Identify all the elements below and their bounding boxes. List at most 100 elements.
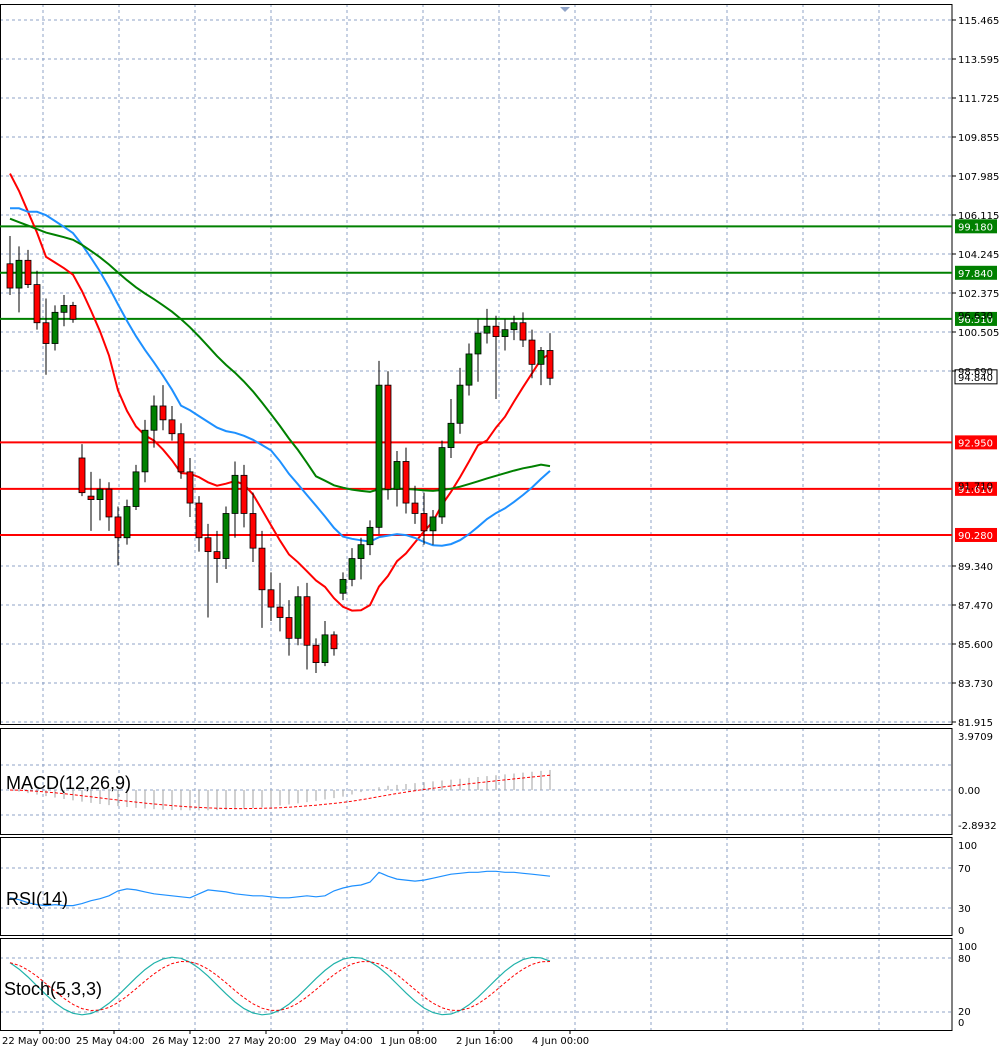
pane-frames [0, 4, 953, 1031]
candle-body [168, 419, 176, 435]
price-tick-label: 104.245 [958, 250, 999, 261]
price-tick-label: 109.855 [958, 133, 999, 144]
candle-body [69, 304, 77, 320]
time-label: 25 May 04:00 [76, 1036, 145, 1047]
candlesticks [6, 236, 554, 674]
candle-body [258, 547, 266, 591]
stoch-main-line [9, 956, 551, 1016]
candle-body [474, 332, 482, 355]
level-box [955, 435, 997, 450]
price-tick-label: 89.340 [958, 562, 993, 573]
level-box [955, 265, 997, 280]
candle-body [87, 495, 95, 501]
grid [0, 4, 952, 1030]
current-price-box [954, 369, 998, 385]
price-tick-label: 111.725 [958, 94, 999, 105]
level-box [955, 219, 997, 234]
current-price-label: 94.840 [958, 373, 993, 384]
level-label: 97.840 [958, 269, 993, 280]
candle-body [537, 350, 545, 365]
rsi-tick-label: 30 [958, 904, 971, 915]
price-tick-label: 87.470 [958, 601, 993, 612]
candle-body [150, 405, 158, 431]
rsi-tick-label: 100 [958, 841, 977, 852]
time-axis: 22 May 00:00 25 May 04:00 26 May 12:00 27 M… [2, 1030, 589, 1047]
price-tick-label: 91.710 [958, 481, 993, 492]
stoch-tick-label: 100 [958, 942, 977, 953]
candle-body [303, 596, 311, 646]
candle-body [96, 488, 104, 501]
candle-body [285, 617, 293, 639]
candle-body [492, 325, 500, 338]
candle-body [375, 384, 383, 528]
level-box [955, 527, 997, 542]
candle-body [483, 325, 491, 334]
candle-body [177, 433, 185, 473]
time-label: 29 May 04:00 [304, 1036, 373, 1047]
candle-body [204, 537, 212, 553]
price-tick-label: 102.375 [958, 289, 999, 300]
pane-frame [0, 4, 953, 725]
ma-blue-line [10, 207, 551, 547]
candle-body [447, 422, 455, 448]
candle-body [114, 516, 122, 539]
price-tick-label: 98.690 [958, 367, 993, 378]
price-tick-label: 107.985 [958, 172, 999, 183]
time-label: 22 May 00:00 [2, 1036, 71, 1047]
candle-body [420, 513, 428, 532]
pane-frame [0, 837, 953, 936]
candle-body [15, 259, 23, 289]
price-tick-label: 83.730 [958, 679, 993, 690]
price-tick-label: 100.505 [958, 328, 999, 339]
candle-body [186, 471, 194, 504]
candle-body [240, 474, 248, 514]
candle-body [330, 634, 338, 650]
rsi-tick-label: 70 [958, 864, 971, 875]
candle-body [195, 502, 203, 539]
candle-body [294, 596, 302, 639]
candle-body [402, 461, 410, 504]
candle-body [528, 339, 536, 365]
candle-body [438, 447, 446, 518]
candle-body [42, 322, 50, 344]
stoch-tick-label: 20 [958, 1007, 971, 1018]
time-label: 4 Jun 00:00 [532, 1036, 589, 1047]
price-tick-label: 113.595 [958, 55, 999, 66]
candle-body [348, 558, 356, 580]
moving-averages [9, 173, 551, 612]
candle-body [510, 322, 518, 331]
candle-body [312, 644, 320, 663]
time-label: 2 Jun 16:00 [456, 1036, 513, 1047]
candle-body [393, 461, 401, 490]
candle-body [141, 429, 149, 473]
candle-body [501, 329, 509, 338]
price-tick-label: 81.915 [958, 718, 993, 729]
candle-body [78, 457, 86, 494]
candle-body [33, 284, 41, 324]
scroll-marker-icon[interactable] [560, 7, 570, 12]
level-label: 96.510 [958, 315, 993, 326]
level-label: 91.610 [958, 485, 993, 496]
candle-body [231, 474, 239, 514]
candle-body [357, 544, 365, 559]
candle-body [429, 516, 437, 532]
price-tick-label: 96.630 [958, 311, 993, 322]
candle-body [411, 502, 419, 514]
candle-body [267, 589, 275, 608]
pane-frame [0, 938, 953, 1031]
price-tick-label: 115.465 [958, 16, 999, 27]
candle-body [6, 263, 14, 289]
macd-tick-label: -2.8932 [958, 821, 997, 832]
level-box [955, 481, 997, 496]
candle-body [159, 405, 167, 421]
candle-body [213, 551, 221, 559]
candle-body [24, 259, 32, 285]
rsi-label: RSI(14) [6, 889, 68, 909]
ma-red-line [9, 173, 551, 612]
candle-body [465, 353, 473, 386]
candle-body [321, 634, 329, 663]
stoch-tick-label: 80 [958, 954, 971, 965]
stoch-label: Stoch(5,3,3) [4, 979, 102, 999]
candle-body [384, 384, 392, 490]
